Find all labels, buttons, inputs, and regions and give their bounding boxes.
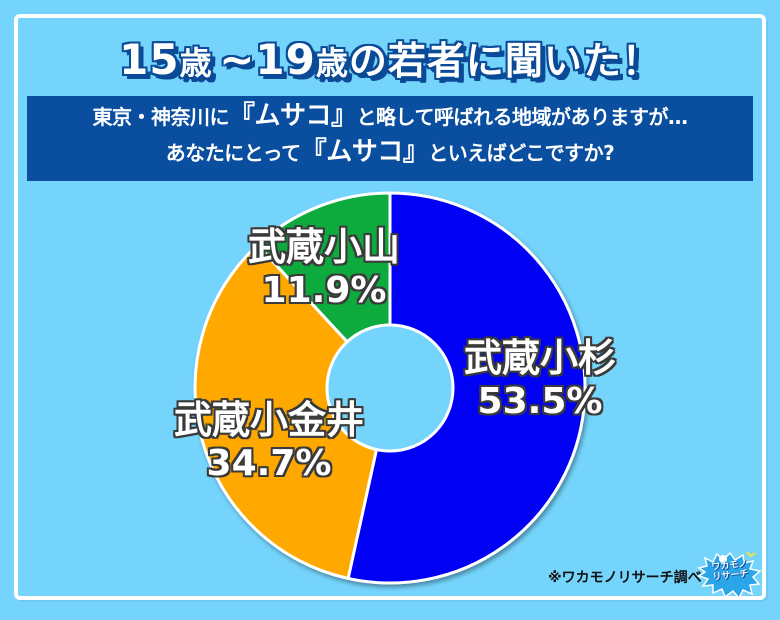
question-box: 東京・神奈川に『ムサコ』と略して呼ばれる地域がありますが… あなたにとって『ムサ… xyxy=(27,96,753,181)
slice-label-musashi-kosugi: 武蔵小杉 53.5% xyxy=(440,336,640,424)
splash-logo-icon xyxy=(697,551,762,600)
question-line-2-post: といえばどこですか? xyxy=(428,141,615,165)
question-line-2-emphasis: 『ムサコ』 xyxy=(300,137,429,167)
question-line-1-emphasis: 『ムサコ』 xyxy=(229,101,357,131)
source-note: ※ワカモノリサーチ調べ xyxy=(548,570,702,586)
title-age-end: ~19 xyxy=(219,35,316,84)
white-frame xyxy=(14,14,766,600)
question-line-2: あなたにとって『ムサコ』といえばどこですか? xyxy=(27,139,753,165)
question-line-1: 東京・神奈川に『ムサコ』と略して呼ばれる地域がありますが… xyxy=(27,103,753,129)
slice-percent: 53.5% xyxy=(477,381,603,422)
title-age-unit-2: 歳 xyxy=(315,44,349,82)
question-line-1-post: と略して呼ばれる地域がありますが… xyxy=(356,105,688,129)
page-title: 15歳 ~19歳の若者に聞いた！ xyxy=(0,30,780,85)
title-rest: の若者に聞いた！ xyxy=(348,39,661,83)
donut-slices xyxy=(193,191,587,585)
title-age-unit-1: 歳 xyxy=(179,44,213,82)
donut-hole xyxy=(325,323,455,453)
slice-name: 武蔵小杉 xyxy=(463,336,616,380)
wakamono-research-logo: ワカモノ リサーチ xyxy=(697,550,763,600)
title-age-start: 15 xyxy=(119,35,180,84)
question-line-1-pre: 東京・神奈川に xyxy=(92,105,230,129)
slice-musashi-koganei xyxy=(193,243,392,580)
question-line-2-pre: あなたにとって xyxy=(165,141,301,165)
slice-percent: 34.7% xyxy=(206,443,332,484)
slice-name: 武蔵小金井 xyxy=(173,398,364,442)
slice-label-musashi-koyama: 武蔵小山 11.9% xyxy=(244,225,404,313)
slice-name: 武蔵小山 xyxy=(247,225,400,269)
slice-percent: 11.9% xyxy=(261,270,387,311)
slice-label-musashi-koganei: 武蔵小金井 34.7% xyxy=(158,398,380,486)
slice-musashi-kosugi xyxy=(346,191,587,585)
